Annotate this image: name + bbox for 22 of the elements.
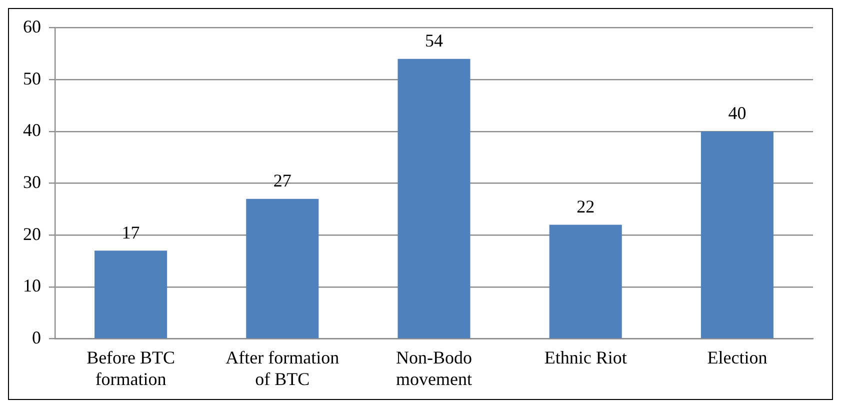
y-tick-label: 50 <box>23 68 41 88</box>
x-tick-label: Non-Bodo movement <box>396 347 472 389</box>
data-label: 22 <box>576 196 595 216</box>
data-label: 54 <box>425 30 443 51</box>
data-label: 40 <box>728 103 746 124</box>
x-tick-label: Election <box>707 347 768 368</box>
x-tick-label: Before BTC formation <box>86 347 176 389</box>
y-tick-label: 60 <box>23 16 41 37</box>
data-label: 17 <box>122 222 140 242</box>
bar <box>246 198 319 338</box>
bar <box>549 224 622 338</box>
x-tick-label: After formation of BTC <box>226 347 340 389</box>
y-tick-label: 40 <box>23 120 41 140</box>
y-tick-label: 20 <box>23 224 41 244</box>
data-label: 27 <box>273 170 292 191</box>
bar <box>398 58 470 338</box>
y-tick-label: 10 <box>23 276 41 296</box>
y-tick-label: 30 <box>23 172 41 192</box>
x-tick-label: Ethnic Riot <box>544 347 627 368</box>
y-tick-label: 0 <box>32 328 41 348</box>
bar <box>94 250 168 338</box>
bar <box>700 131 774 338</box>
